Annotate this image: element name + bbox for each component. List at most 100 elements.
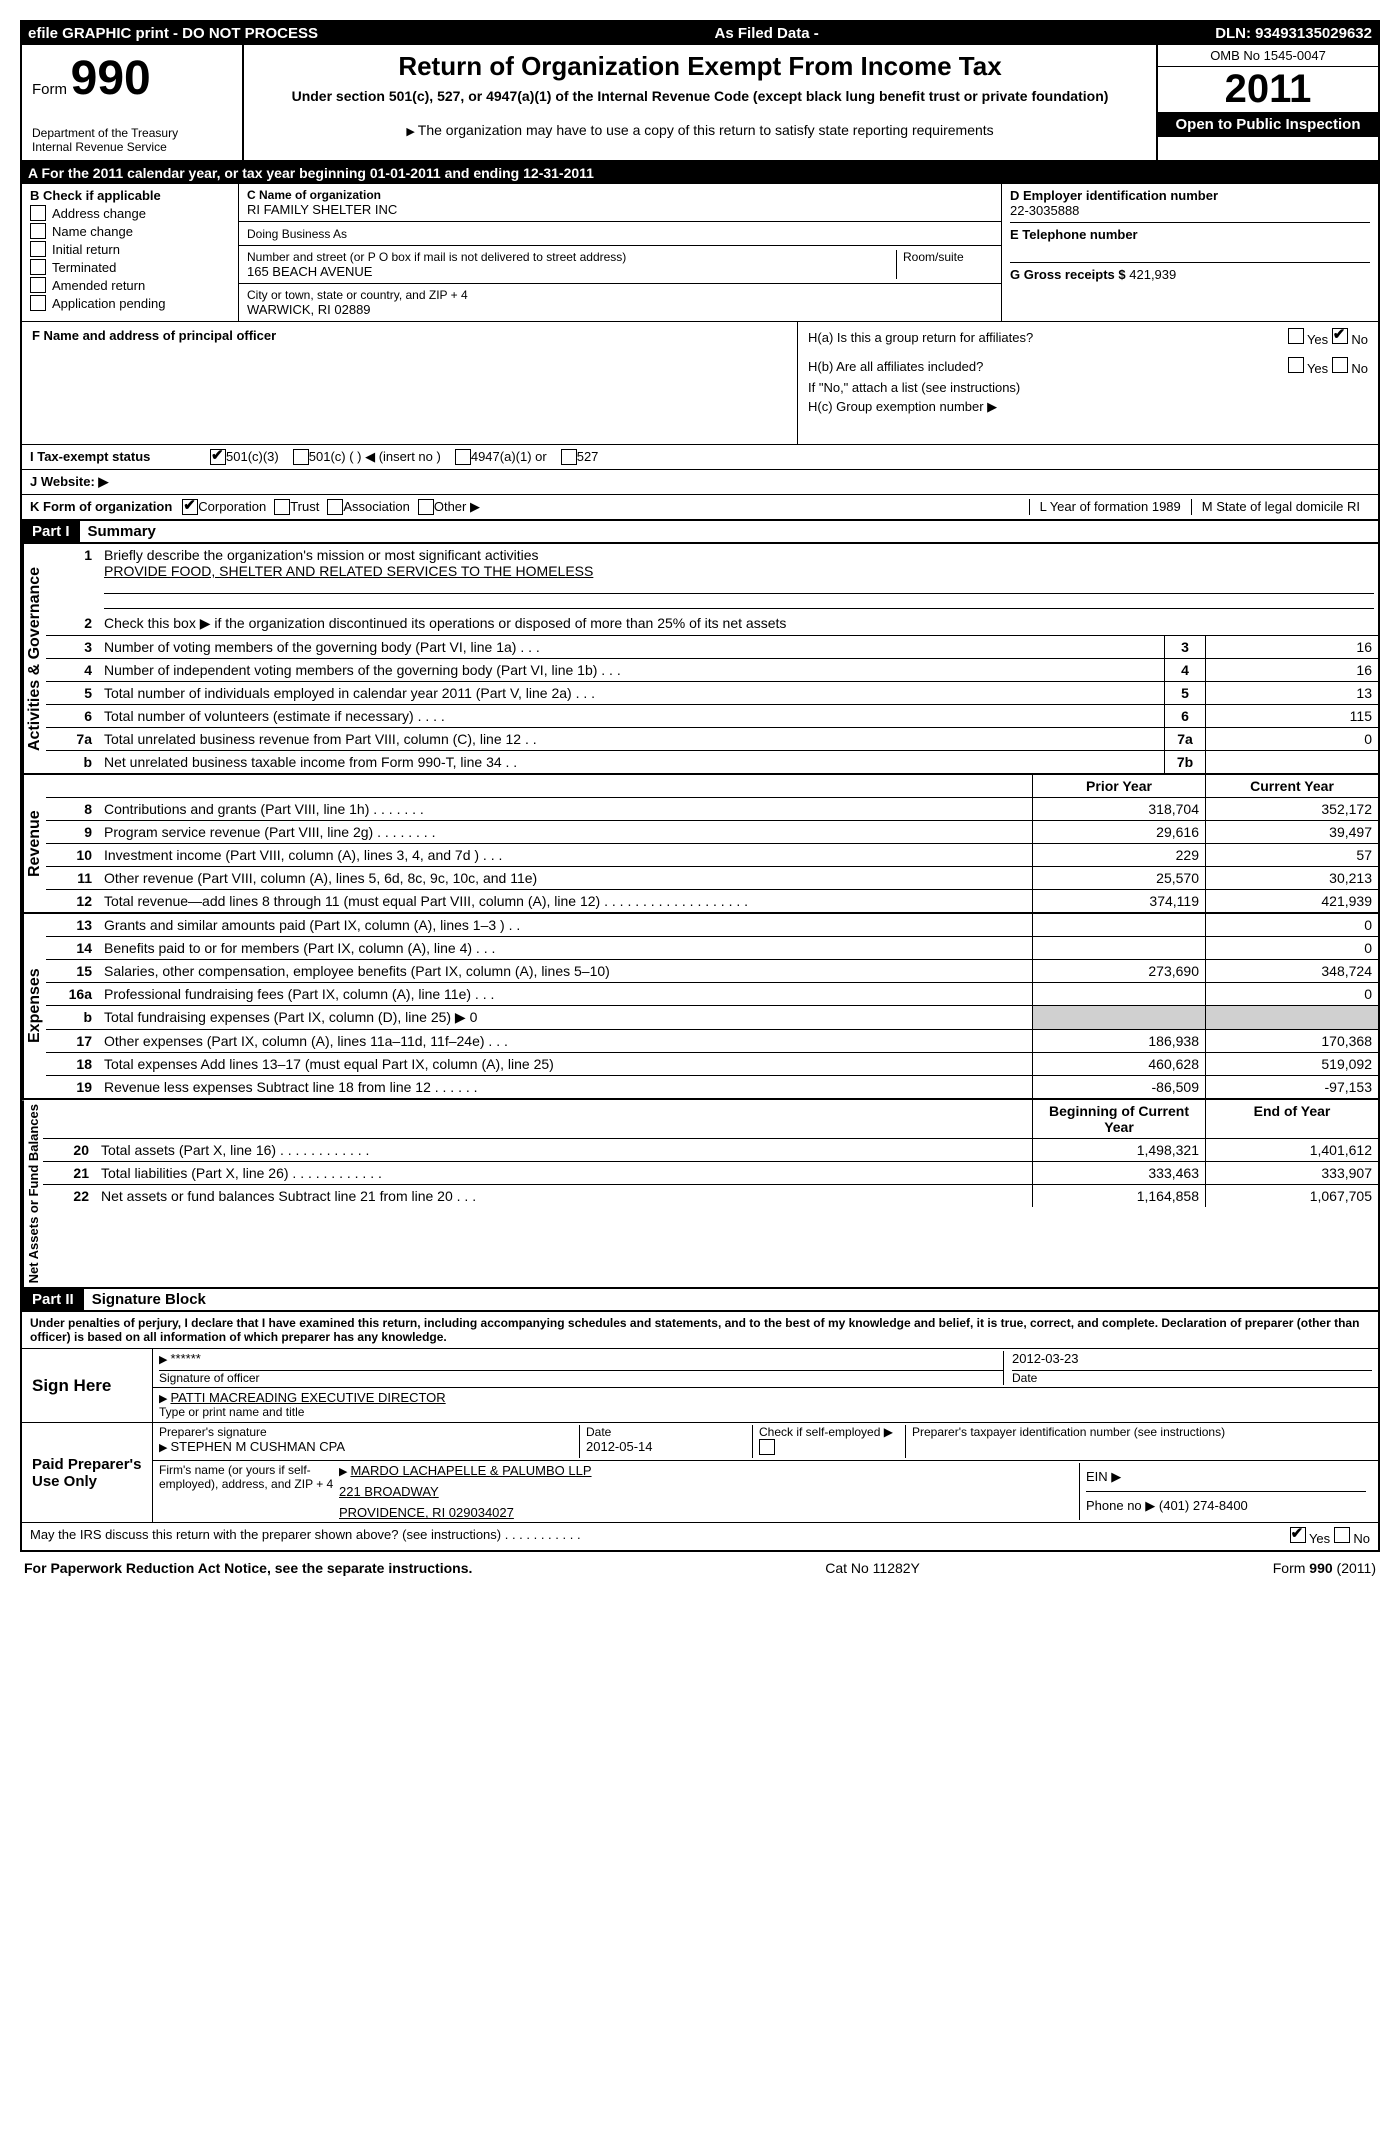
box-c: C Name of organization RI FAMILY SHELTER… xyxy=(239,184,1002,321)
checkbox-trust[interactable] xyxy=(274,499,290,515)
subtitle: Under section 501(c), 527, or 4947(a)(1)… xyxy=(254,88,1146,104)
header-note-text: The organization may have to use a copy … xyxy=(418,122,994,138)
header-left: Form 990 Department of the Treasury Inte… xyxy=(22,45,244,160)
part2-header: Part II Signature Block xyxy=(22,1289,1378,1312)
checkbox-ha-yes[interactable] xyxy=(1288,328,1304,344)
line2-desc: Check this box ▶ if the organization dis… xyxy=(104,615,786,631)
prep-addr1: 221 BROADWAY xyxy=(339,1484,1079,1499)
opt-assoc: Association xyxy=(343,499,409,515)
box-b-label: B Check if applicable xyxy=(30,188,230,203)
part1-title: Summary xyxy=(80,523,156,540)
box-b: B Check if applicable Address change Nam… xyxy=(22,184,239,321)
omb-number: OMB No 1545-0047 xyxy=(1158,45,1378,67)
top-left: efile GRAPHIC print - DO NOT PROCESS xyxy=(28,25,318,42)
checkbox-name-change[interactable] xyxy=(30,223,46,239)
street-value: 165 BEACH AVENUE xyxy=(247,264,896,279)
officer-sig-label: Signature of officer xyxy=(159,1370,1003,1385)
checkbox-self-employed[interactable] xyxy=(759,1439,775,1455)
header-note: The organization may have to use a copy … xyxy=(254,122,1146,138)
state-domicile: M State of legal domicile RI xyxy=(1191,499,1370,515)
ein-label: D Employer identification number xyxy=(1010,188,1370,203)
section-a-bar: A For the 2011 calendar year, or tax yea… xyxy=(22,162,1378,184)
ein-value: 22-3035888 xyxy=(1010,203,1370,223)
checkbox-address-change[interactable] xyxy=(30,205,46,221)
hc-label: H(c) Group exemption number ▶ xyxy=(808,399,1368,415)
gross-label: G Gross receipts $ xyxy=(1010,267,1126,282)
hb-label: H(b) Are all affiliates included? xyxy=(808,359,983,374)
checkbox-hb-yes[interactable] xyxy=(1288,357,1304,373)
year-formation: L Year of formation 1989 xyxy=(1029,499,1191,515)
row-j: J Website: ▶ xyxy=(22,470,1378,495)
line1-value: PROVIDE FOOD, SHELTER AND RELATED SERVIC… xyxy=(104,563,593,579)
checkbox-assoc[interactable] xyxy=(327,499,343,515)
line2-num: 2 xyxy=(46,612,100,635)
part1-num: Part I xyxy=(22,521,80,542)
part1-header: Part I Summary xyxy=(22,521,1378,544)
hb-note: If "No," attach a list (see instructions… xyxy=(808,380,1368,395)
checkbox-amended[interactable] xyxy=(30,277,46,293)
row-i-label: I Tax-exempt status xyxy=(30,449,210,465)
officer-name-label: Type or print name and title xyxy=(159,1405,1372,1419)
box-d: D Employer identification number 22-3035… xyxy=(1002,184,1378,321)
org-name: RI FAMILY SHELTER INC xyxy=(247,202,993,217)
current-year-header: Current Year xyxy=(1205,775,1378,797)
row-k: K Form of organization Corporation Trust… xyxy=(22,495,1378,521)
form-label: Form xyxy=(32,81,67,98)
perjury-statement: Under penalties of perjury, I declare th… xyxy=(22,1312,1378,1349)
checkbox-discuss-no[interactable] xyxy=(1334,1527,1350,1543)
part2-title: Signature Block xyxy=(84,1291,206,1308)
prep-name: STEPHEN M CUSHMAN CPA xyxy=(170,1439,345,1454)
sign-date-label: Date xyxy=(1012,1370,1372,1385)
footer-left: For Paperwork Reduction Act Notice, see … xyxy=(24,1560,472,1576)
prep-firm-label: Firm's name (or yours if self-employed),… xyxy=(159,1463,339,1520)
checkbox-discuss-yes[interactable] xyxy=(1290,1527,1306,1543)
prep-addr2: PROVIDENCE, RI 029034027 xyxy=(339,1505,1079,1520)
checkbox-corp[interactable] xyxy=(182,499,198,515)
form-990-container: efile GRAPHIC print - DO NOT PROCESS As … xyxy=(20,20,1380,1552)
opt-corp: Corporation xyxy=(198,499,266,515)
opt-501c: 501(c) ( ) ◀ (insert no ) xyxy=(309,449,441,465)
footer-form-num: 990 xyxy=(1309,1560,1332,1576)
prep-self-label: Check if self-employed ▶ xyxy=(759,1425,893,1439)
officer-sig-stars: ****** xyxy=(170,1351,200,1366)
checkbox-terminated[interactable] xyxy=(30,259,46,275)
revenue-label: Revenue xyxy=(22,775,46,912)
revenue-section: Revenue Prior Year Current Year 8Contrib… xyxy=(22,775,1378,912)
row-k-label: K Form of organization xyxy=(30,499,172,515)
checkbox-501c[interactable] xyxy=(293,449,309,465)
checkbox-527[interactable] xyxy=(561,449,577,465)
prior-year-header: Prior Year xyxy=(1032,775,1205,797)
gross-value: 421,939 xyxy=(1129,267,1176,282)
prep-date-label: Date xyxy=(586,1425,746,1439)
activities-label: Activities & Governance xyxy=(22,544,46,773)
prep-sig-label: Preparer's signature xyxy=(159,1425,579,1439)
label-address-change: Address change xyxy=(52,206,146,221)
label-name-change: Name change xyxy=(52,224,133,239)
open-public-label: Open to Public Inspection xyxy=(1158,112,1378,137)
top-right: DLN: 93493135029632 xyxy=(1215,25,1372,42)
sign-here-row: Sign Here ****** Signature of officer 20… xyxy=(22,1349,1378,1423)
top-bar: efile GRAPHIC print - DO NOT PROCESS As … xyxy=(22,22,1378,45)
checkbox-pending[interactable] xyxy=(30,295,46,311)
line1-num: 1 xyxy=(46,544,100,612)
label-initial-return: Initial return xyxy=(52,242,120,257)
header-center: Return of Organization Exempt From Incom… xyxy=(244,45,1156,160)
tel-label: E Telephone number xyxy=(1010,223,1370,242)
sign-date: 2012-03-23 xyxy=(1012,1351,1079,1366)
preparer-row: Paid Preparer's Use Only Preparer's sign… xyxy=(22,1423,1378,1523)
activities-section: Activities & Governance 1 Briefly descri… xyxy=(22,544,1378,775)
checkbox-4947[interactable] xyxy=(455,449,471,465)
prep-firm: MARDO LACHAPELLE & PALUMBO LLP xyxy=(350,1463,591,1478)
checkbox-501c3[interactable] xyxy=(210,449,226,465)
netassets-label: Net Assets or Fund Balances xyxy=(22,1100,43,1287)
discuss-text: May the IRS discuss this return with the… xyxy=(30,1527,581,1546)
checkbox-ha-no[interactable] xyxy=(1332,328,1348,344)
checkbox-other[interactable] xyxy=(418,499,434,515)
sign-here-label: Sign Here xyxy=(22,1349,153,1422)
header-right: OMB No 1545-0047 2011 Open to Public Ins… xyxy=(1156,45,1378,160)
prep-phone: Phone no ▶ (401) 274-8400 xyxy=(1086,1492,1366,1520)
checkbox-hb-no[interactable] xyxy=(1332,357,1348,373)
room-label: Room/suite xyxy=(896,250,993,279)
checkbox-initial-return[interactable] xyxy=(30,241,46,257)
expenses-section: Expenses 13Grants and similar amounts pa… xyxy=(22,912,1378,1098)
